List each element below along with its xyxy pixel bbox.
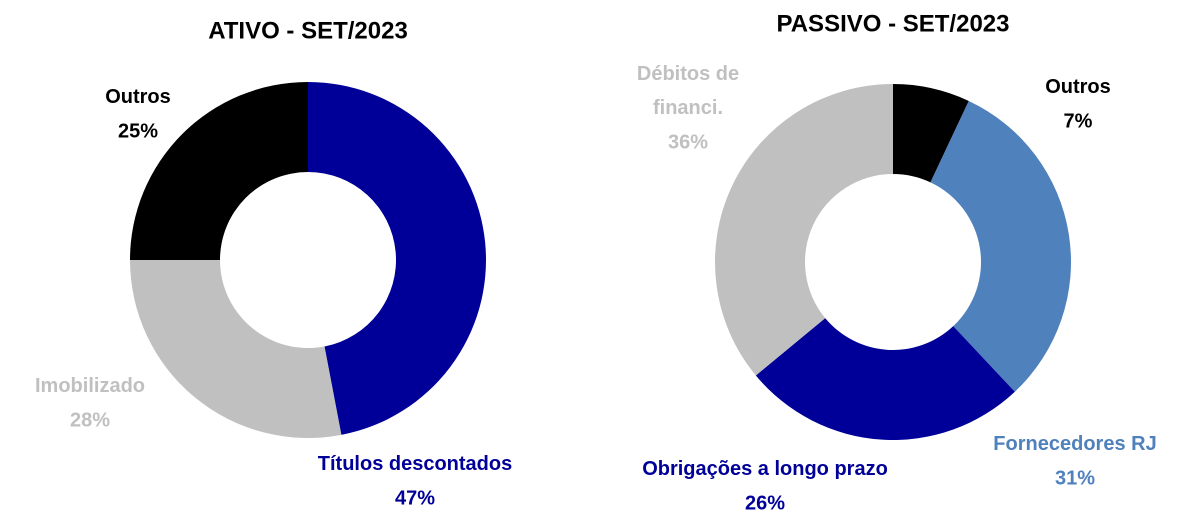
slice-value-label: 28% [70, 409, 110, 431]
donut-slice [893, 84, 969, 183]
slice-label: Outros [1045, 76, 1111, 98]
slice-label: Títulos descontados [318, 453, 512, 475]
donut-slice [930, 100, 1071, 392]
slice-value-label: 25% [118, 120, 158, 142]
donut-slice [755, 318, 1015, 440]
slice-value-label: 47% [395, 487, 435, 509]
slice-label: Fornecedores RJ [993, 433, 1156, 455]
slice-label: Obrigações a longo prazo [642, 458, 888, 480]
donut-slice [130, 82, 308, 260]
donut-slice [715, 84, 893, 376]
donut-slice [308, 82, 487, 435]
chart-title: ATIVO - SET/2023 [208, 17, 408, 44]
slice-value-label: 31% [1055, 467, 1095, 489]
slice-value-label: 26% [745, 492, 785, 510]
slice-label: Outros [105, 86, 171, 108]
slice-label: Imobilizado [35, 375, 145, 397]
slice-label: Débitos de financi. [637, 63, 739, 119]
donut-slice [130, 260, 342, 438]
chart-title: PASSIVO - SET/2023 [777, 10, 1010, 37]
slice-value-label: 36% [668, 131, 708, 153]
slice-value-label: 7% [1064, 110, 1093, 132]
